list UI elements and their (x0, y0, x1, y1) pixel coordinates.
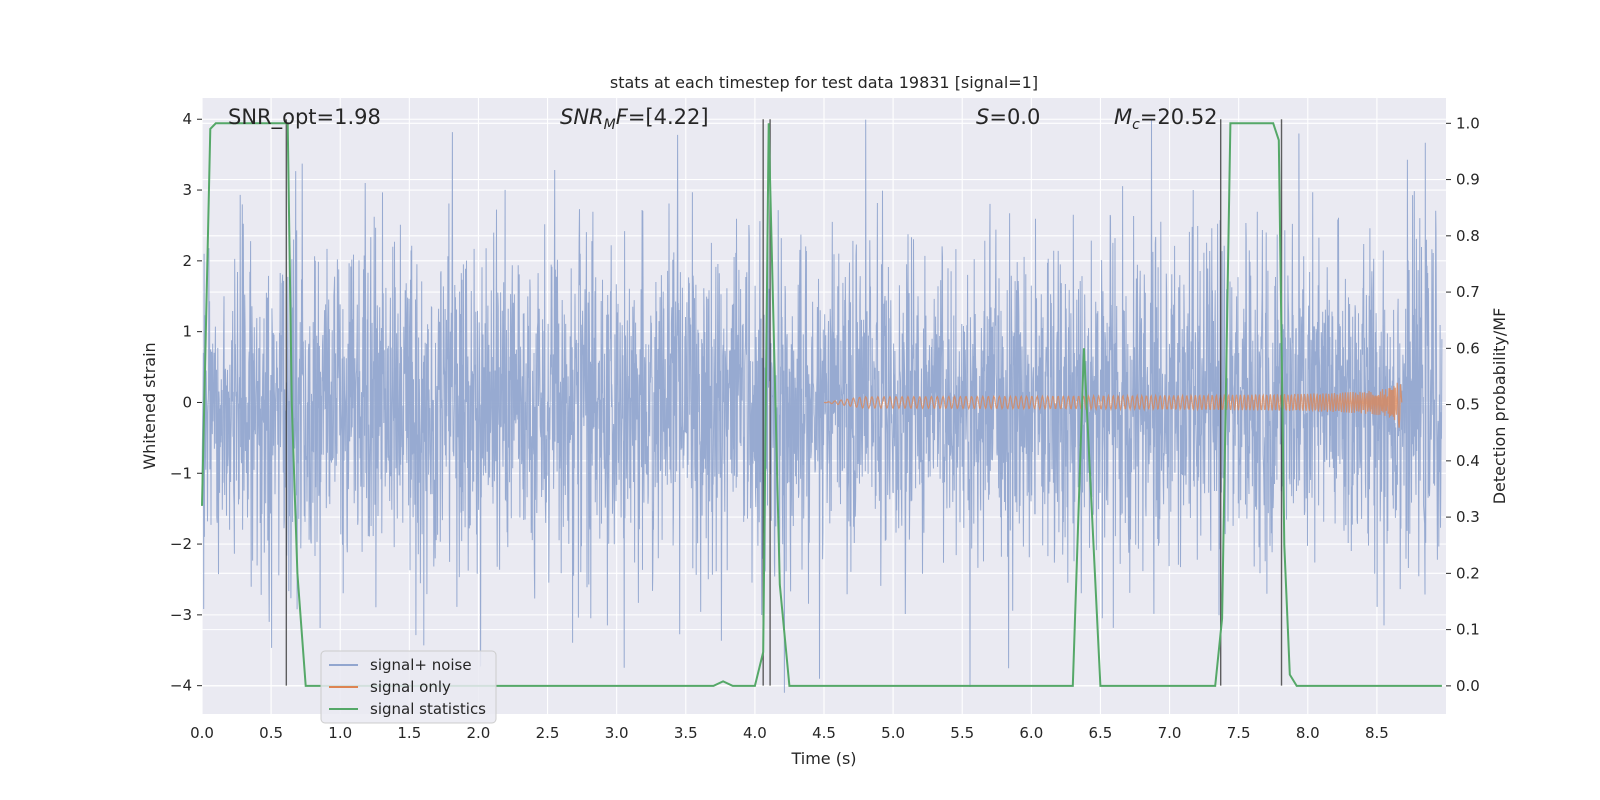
y-right-tick-label: 0.5 (1456, 396, 1480, 414)
legend: signal+ noise signal only signal statist… (320, 650, 497, 724)
annotation-snr-mf-main: SNR (560, 105, 604, 129)
annotation-snr-opt: SNR_opt=1.98 (228, 105, 381, 130)
annotation-snr-mf-value: =[4.22] (628, 105, 709, 129)
y-tick-label: −3 (170, 606, 192, 624)
x-tick-label: 2.0 (467, 724, 491, 742)
x-tick-label: 4.0 (743, 724, 767, 742)
x-tick-label: 3.5 (674, 724, 698, 742)
y-tick-label: 0 (182, 393, 192, 411)
y-right-tick-label: 1.0 (1456, 114, 1480, 132)
y-tick-label: −1 (170, 464, 192, 482)
x-tick-label: 5.5 (950, 724, 974, 742)
annotation-mc-main: M (1114, 105, 1132, 129)
annotation-mc-sub: c (1132, 117, 1140, 133)
y-tick-label: 4 (182, 110, 192, 128)
x-tick-label: 7.0 (1158, 724, 1182, 742)
y-tick-label: 3 (182, 181, 192, 199)
x-tick-label: 8.0 (1296, 724, 1320, 742)
y-tick-label: 2 (182, 252, 192, 270)
y-tick-label: 1 (182, 323, 192, 341)
y-right-tick-label: 0.8 (1456, 227, 1480, 245)
annotation-mc-value: =20.52 (1140, 105, 1218, 129)
y-right-tick-label: 0.7 (1456, 283, 1480, 301)
x-tick-label: 1.5 (397, 724, 421, 742)
y-right-tick-label: 0.9 (1456, 171, 1480, 189)
x-tick-label: 6.0 (1019, 724, 1043, 742)
annotation-snr-mf-sub: M (604, 117, 616, 133)
y-right-tick-label: 0.6 (1456, 339, 1480, 357)
y-tick-label: −2 (170, 535, 192, 553)
x-tick-label: 8.5 (1365, 724, 1389, 742)
chart-title: stats at each timestep for test data 198… (610, 73, 1038, 92)
legend-label-signal-noise: signal+ noise (370, 656, 472, 674)
y-right-tick-label: 0.1 (1456, 621, 1480, 639)
x-tick-label: 3.0 (605, 724, 629, 742)
y-right-tick-label: 0.2 (1456, 564, 1480, 582)
y-right-tick-label: 0.4 (1456, 452, 1480, 470)
x-tick-label: 0.0 (190, 724, 214, 742)
y-right-tick-label: 0.0 (1456, 677, 1480, 695)
y-axis-right-title: Detection probability/MF (1490, 308, 1509, 505)
x-tick-label: 6.5 (1089, 724, 1113, 742)
annotation-s-value: =0.0 (989, 105, 1040, 129)
annotation-snr-mf-tail: F (616, 105, 629, 129)
series-signal-only-line (824, 382, 1403, 428)
y-tick-label: −4 (170, 677, 192, 695)
series-signal-statistics-line (201, 122, 1442, 687)
x-tick-label: 5.0 (881, 724, 905, 742)
annotation-s-stat: S=0.0 (976, 105, 1040, 129)
annotation-snr-mf: SNRMF=[4.22] (560, 105, 709, 133)
x-tick-label: 7.5 (1227, 724, 1251, 742)
legend-label-signal-only: signal only (370, 678, 451, 696)
legend-label-signal-statistics: signal statistics (370, 700, 486, 718)
x-tick-label: 0.5 (259, 724, 283, 742)
annotation-s-main: S (976, 105, 989, 129)
y-axis-title: Whitened strain (140, 342, 159, 469)
x-tick-label: 1.0 (328, 724, 352, 742)
annotation-chirp-mass: Mc=20.52 (1114, 105, 1218, 133)
x-axis-title: Time (s) (790, 749, 856, 768)
x-tick-label: 4.5 (812, 724, 836, 742)
y-right-tick-label: 0.3 (1456, 508, 1480, 526)
legend-box (320, 650, 497, 724)
x-tick-label: 2.5 (536, 724, 560, 742)
series-signal-noise-line (201, 119, 1443, 693)
